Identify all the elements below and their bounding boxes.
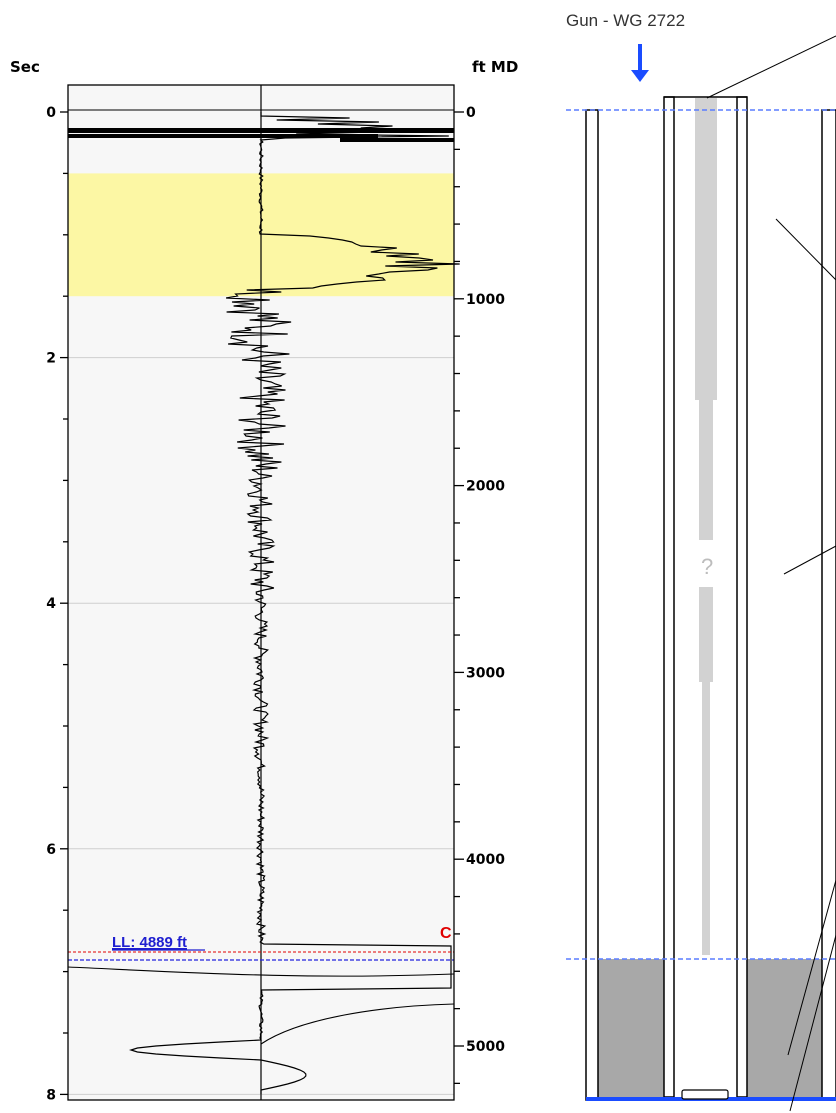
left-tick-label: 4 [46,596,56,612]
right-axis-title: ft MD [472,58,518,76]
c-marker-label: C [440,925,452,942]
casing-wall-right [821,109,836,1101]
wellbore-diagram: Gun - WG 2722 ? [566,11,836,1112]
surface-pulse-bar [68,134,378,138]
rod-unknown-marker: ? [701,554,713,579]
surface-pulse-bar [340,138,454,142]
annulus-fluid-right [746,959,822,1097]
chart-frame [67,84,455,1101]
echo-trace [67,112,460,1094]
gun-arrow-icon [631,44,649,82]
left-axis-title: Sec [10,58,40,76]
gun-label: Gun - WG 2722 [566,11,685,30]
right-tick-label: 1000 [466,292,505,308]
right-tick-label: 5000 [466,1039,505,1055]
rod-string [695,98,717,955]
right-tick-label: 0 [466,105,476,121]
left-tick-label: 2 [46,351,56,367]
left-axis-ticks: 0 2 4 6 8 [46,105,68,1103]
tubing-wall-left [663,96,675,1098]
right-tick-label: 3000 [466,665,505,681]
pump-seat [681,1089,729,1100]
liquid-level-label: LL: 4889 ft [112,934,187,951]
reference-curve [67,966,455,977]
left-tick-label: 0 [46,105,56,121]
surface-pulse-bar [68,128,454,133]
callout-leaders [706,35,836,1112]
left-tick-label: 6 [46,842,56,858]
reference-curve [260,1003,455,1045]
right-tick-label: 4000 [466,852,505,868]
left-tick-label: 8 [46,1087,56,1103]
tubing-wall-right [736,96,748,1098]
right-tick-label: 2000 [466,479,505,495]
echo-trace-line [128,112,460,1094]
echo-chart: 0 2 4 6 8 0 1000 2000 3000 4000 5000 Sec ft MD LL… [10,58,518,1103]
casing-wall-left [585,109,599,1101]
annulus-fluid-left [598,959,664,1097]
right-axis-ticks: 0 1000 2000 3000 4000 5000 [454,105,505,1085]
